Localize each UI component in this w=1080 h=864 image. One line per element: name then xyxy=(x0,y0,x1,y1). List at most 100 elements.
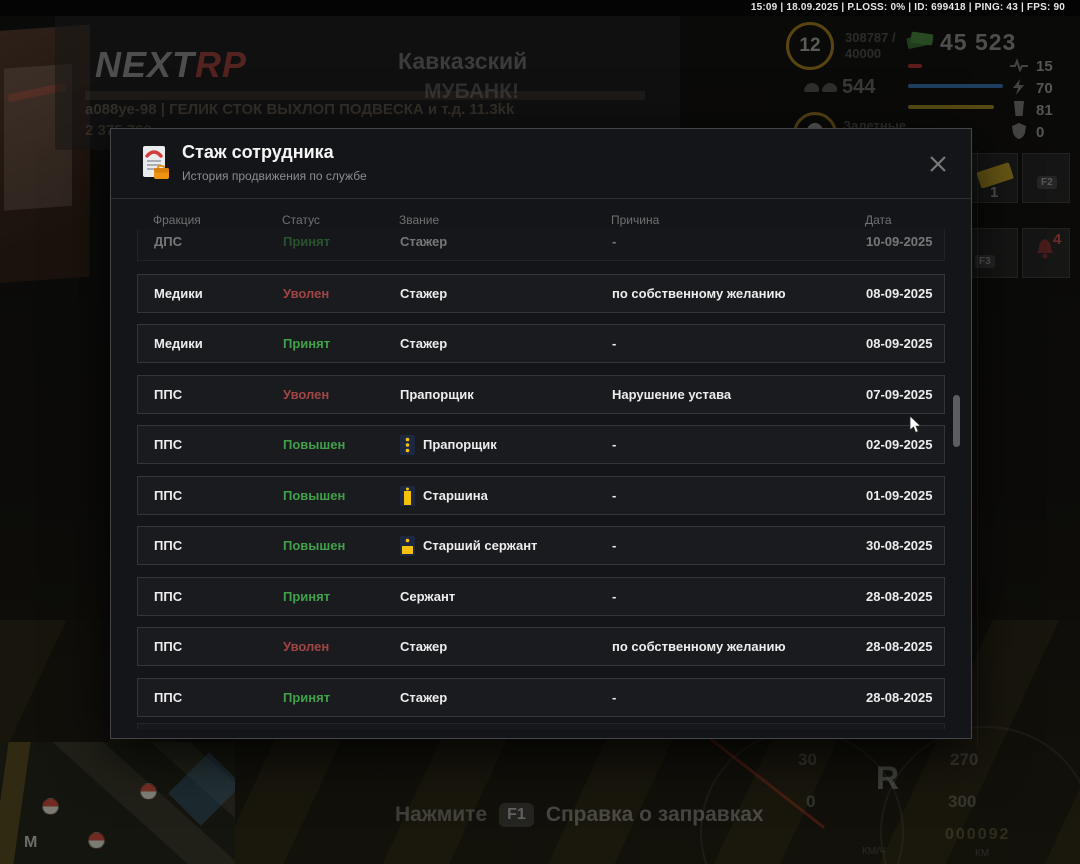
rank-cell: Стажер xyxy=(400,336,448,351)
odometer-unit: КМ xyxy=(975,848,990,859)
status-cell: Уволен xyxy=(283,387,330,402)
table-row: Медики Принят Стажер - 08-09-2025 xyxy=(137,324,945,363)
speedo-arc-left xyxy=(700,730,904,864)
rank-cell: Стажер xyxy=(400,286,448,301)
billboard xyxy=(0,24,90,284)
date-cell: 02-09-2025 xyxy=(866,437,933,452)
speedo-tick: 30 xyxy=(798,750,817,769)
reason-cell: - xyxy=(612,488,617,503)
slot-number: 1 xyxy=(990,184,999,201)
date-cell: 28-08-2025 xyxy=(866,639,933,654)
speedo-needle xyxy=(704,734,826,829)
sneakers-icon xyxy=(804,83,837,92)
reason-cell: - xyxy=(612,437,617,452)
status-bar-text: 15:09 | 18.09.2025 | P.LOSS: 0% | ID: 69… xyxy=(750,2,1065,13)
modal-header: Стаж сотрудника История продвижения по с… xyxy=(111,129,971,199)
rank-cell: Прапорщик xyxy=(400,426,497,463)
logo-rp: RP xyxy=(195,44,248,85)
date-cell: 07-09-2025 xyxy=(866,387,933,402)
lightning-icon xyxy=(1013,79,1024,95)
rank-cell: Старший сержант xyxy=(400,527,537,564)
column-header-date: Дата xyxy=(865,213,892,227)
armor-value: 0 xyxy=(1036,124,1045,141)
slot-key-label: F3 xyxy=(975,255,995,268)
table-row: ППС Повышен Прапорщик - 02-09-2025 xyxy=(137,425,945,464)
scrollbar-thumb[interactable] xyxy=(953,395,960,447)
table-row: ППС Уволен Прапорщик Нарушение устава 07… xyxy=(137,375,945,414)
chat-line: а088уе-98 | ГЕЛИК СТОК ВЫХЛОП ПОДВЕСКА и… xyxy=(85,101,515,118)
server-name-2: МУБАНК! xyxy=(424,80,519,103)
service-history-modal: Стаж сотрудника История продвижения по с… xyxy=(110,128,972,739)
xp-value: 40000 xyxy=(845,46,882,61)
faction-cell: ППС xyxy=(154,690,183,705)
modal-subtitle: История продвижения по службе xyxy=(182,169,367,183)
speedo-arc-right xyxy=(880,726,1080,864)
close-button[interactable] xyxy=(925,151,951,177)
health-bar xyxy=(908,64,922,68)
date-cell: 28-08-2025 xyxy=(866,690,933,705)
faction-cell: ППС xyxy=(154,488,183,503)
table-scroll-area[interactable]: ДПС Принят Стажер - 10-09-2025 Медики Ув… xyxy=(137,229,945,729)
money-icon xyxy=(906,31,934,49)
hunger-value: 81 xyxy=(1036,102,1053,119)
minimap-marker xyxy=(88,832,105,849)
date-cell: 10-09-2025 xyxy=(866,234,933,249)
status-cell: Повышен xyxy=(283,488,346,503)
steps-value: 544 xyxy=(842,76,876,98)
date-cell: 08-09-2025 xyxy=(866,336,933,351)
status-cell: Повышен xyxy=(283,538,346,553)
close-icon xyxy=(930,156,946,172)
faction-cell: ППС xyxy=(154,437,183,452)
faction-cell: Медики xyxy=(154,286,203,301)
table-row: ППС Принят Сержант - 28-08-2025 xyxy=(137,577,945,616)
reason-cell: - xyxy=(612,538,617,553)
column-header-status: Статус xyxy=(282,213,320,227)
slot-key-label: F2 xyxy=(1037,176,1057,189)
reason-cell: - xyxy=(612,336,617,351)
minimap: M xyxy=(0,742,235,864)
faction-cell: Медики xyxy=(154,336,203,351)
status-cell: Принят xyxy=(283,690,331,705)
status-cell: Принят xyxy=(283,589,331,604)
status-cell: Повышен xyxy=(283,437,346,452)
table-row-partial xyxy=(137,723,945,729)
speedo-tick: 270 xyxy=(950,750,979,769)
rank-cell: Прапорщик xyxy=(400,387,474,402)
minimap-yellow-edge xyxy=(0,742,31,864)
minimap-zone xyxy=(168,752,235,826)
pulse-icon xyxy=(1010,58,1028,72)
rank-cell: Сержант xyxy=(400,589,456,604)
rank-label: Старший сержант xyxy=(423,538,538,553)
status-cell: Принят xyxy=(283,336,331,351)
faction-cell: ППС xyxy=(154,589,183,604)
status-cell: Принят xyxy=(283,234,331,249)
faction-cell: ДПС xyxy=(154,234,182,249)
speedo-tick: 300 xyxy=(948,792,977,811)
rank-cell: Стажер xyxy=(400,639,448,654)
column-header-faction: Фракция xyxy=(153,213,201,227)
slot-badge: 4 xyxy=(1053,231,1062,248)
keybind-hint: Нажмите F1 Справка о заправках xyxy=(395,803,764,827)
energy-value: 70 xyxy=(1036,80,1053,97)
document-briefcase-icon xyxy=(143,146,169,179)
shield-icon xyxy=(1012,123,1026,139)
minimap-marker xyxy=(42,798,59,815)
food-icon xyxy=(1014,101,1024,116)
card-item-icon xyxy=(976,162,1014,188)
mouse-cursor xyxy=(909,416,922,434)
rank-cell: Стажер xyxy=(400,234,448,249)
money-value: 45 523 xyxy=(940,29,1017,55)
date-cell: 28-08-2025 xyxy=(866,589,933,604)
hunger-bar xyxy=(908,105,994,109)
quick-slot-2: F2 xyxy=(1022,153,1070,203)
level-ring: 12 xyxy=(786,22,834,70)
quick-slot-1: 1 xyxy=(970,153,1018,203)
gear-indicator: R xyxy=(876,760,900,796)
bell-icon xyxy=(1037,239,1053,259)
xp-value: 308787 / xyxy=(845,30,896,45)
rank-praporshchik-icon xyxy=(400,434,415,455)
faction-cell: ППС xyxy=(154,387,183,402)
hint-text: Справка о заправках xyxy=(545,803,764,826)
reason-cell: по собственному желанию xyxy=(612,286,786,301)
faction-cell: ППС xyxy=(154,639,183,654)
